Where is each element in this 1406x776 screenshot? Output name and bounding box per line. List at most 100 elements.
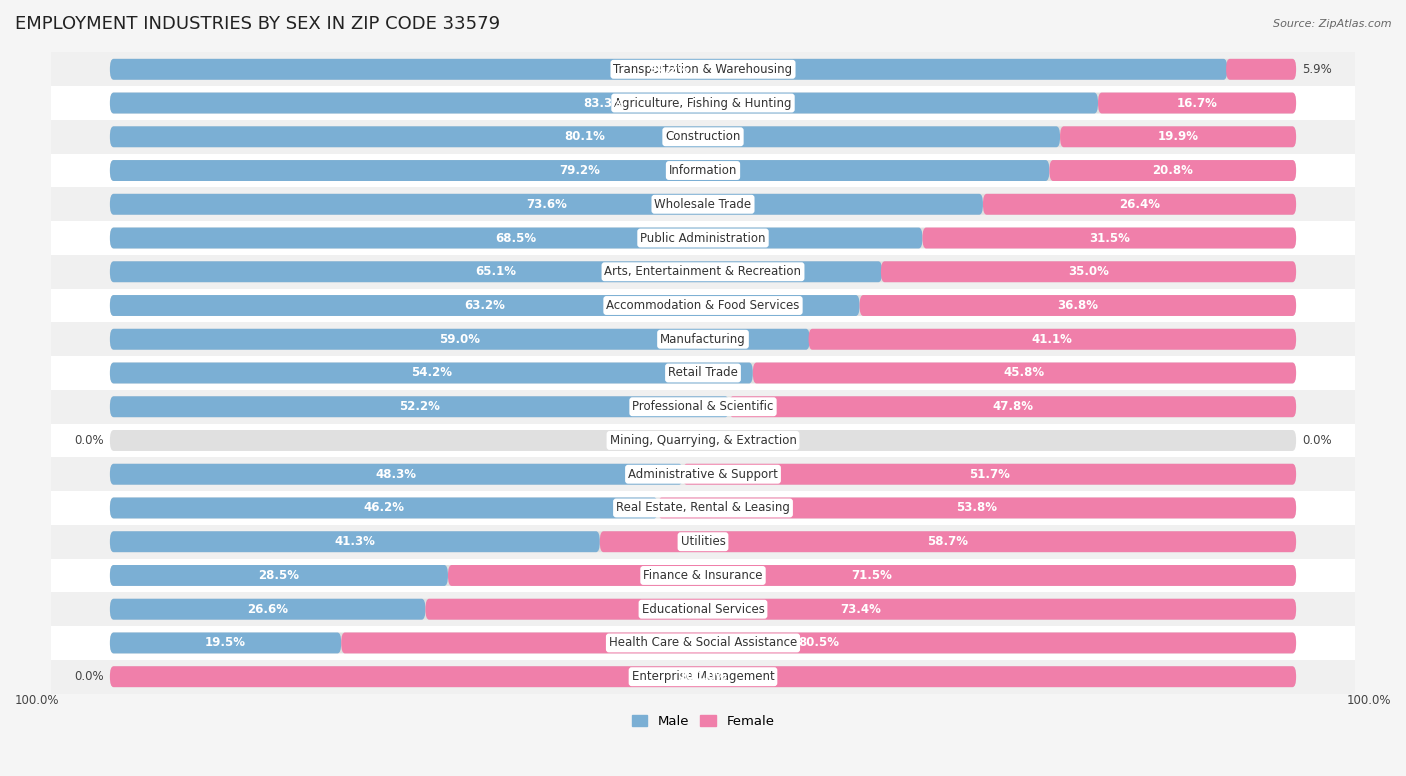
FancyBboxPatch shape — [110, 532, 600, 553]
FancyBboxPatch shape — [1226, 59, 1296, 80]
Text: Source: ZipAtlas.com: Source: ZipAtlas.com — [1274, 19, 1392, 29]
Bar — [51, 187, 1355, 221]
Text: 48.3%: 48.3% — [375, 468, 416, 480]
FancyBboxPatch shape — [110, 262, 882, 282]
FancyBboxPatch shape — [600, 532, 1296, 553]
FancyBboxPatch shape — [752, 362, 1296, 383]
FancyBboxPatch shape — [110, 329, 1296, 350]
Text: Accommodation & Food Services: Accommodation & Food Services — [606, 299, 800, 312]
Bar — [51, 457, 1355, 491]
Bar — [51, 154, 1355, 187]
Text: 54.2%: 54.2% — [411, 366, 451, 379]
Text: 46.2%: 46.2% — [363, 501, 405, 514]
Bar — [51, 660, 1355, 694]
FancyBboxPatch shape — [1098, 92, 1296, 113]
Text: Construction: Construction — [665, 130, 741, 144]
FancyBboxPatch shape — [110, 59, 1296, 80]
Text: 63.2%: 63.2% — [464, 299, 505, 312]
FancyBboxPatch shape — [110, 194, 983, 215]
FancyBboxPatch shape — [110, 92, 1296, 113]
Bar — [51, 86, 1355, 120]
Bar — [51, 424, 1355, 457]
Text: Administrative & Support: Administrative & Support — [628, 468, 778, 480]
FancyBboxPatch shape — [110, 92, 1098, 113]
Text: 5.9%: 5.9% — [1302, 63, 1331, 76]
FancyBboxPatch shape — [110, 599, 1296, 620]
Text: Mining, Quarrying, & Extraction: Mining, Quarrying, & Extraction — [610, 434, 796, 447]
Text: 0.0%: 0.0% — [75, 670, 104, 683]
Text: Information: Information — [669, 164, 737, 177]
FancyBboxPatch shape — [110, 532, 1296, 553]
FancyBboxPatch shape — [110, 397, 1296, 417]
Text: 53.8%: 53.8% — [956, 501, 997, 514]
FancyBboxPatch shape — [110, 262, 1296, 282]
Text: 68.5%: 68.5% — [495, 231, 537, 244]
Text: 26.4%: 26.4% — [1119, 198, 1160, 211]
Text: 59.0%: 59.0% — [439, 333, 481, 346]
FancyBboxPatch shape — [110, 667, 1296, 688]
Bar — [51, 390, 1355, 424]
Text: Real Estate, Rental & Leasing: Real Estate, Rental & Leasing — [616, 501, 790, 514]
FancyBboxPatch shape — [110, 160, 1296, 181]
Text: 100.0%: 100.0% — [679, 670, 727, 683]
FancyBboxPatch shape — [110, 599, 426, 620]
Bar — [51, 289, 1355, 322]
Text: 19.5%: 19.5% — [205, 636, 246, 650]
Bar — [51, 221, 1355, 255]
Text: 58.7%: 58.7% — [928, 535, 969, 548]
Text: 80.1%: 80.1% — [565, 130, 606, 144]
Text: Educational Services: Educational Services — [641, 603, 765, 615]
FancyBboxPatch shape — [1049, 160, 1296, 181]
Bar — [51, 491, 1355, 525]
Text: 26.6%: 26.6% — [247, 603, 288, 615]
FancyBboxPatch shape — [110, 295, 859, 316]
Text: 45.8%: 45.8% — [1004, 366, 1045, 379]
Text: Professional & Scientific: Professional & Scientific — [633, 400, 773, 414]
Text: Wholesale Trade: Wholesale Trade — [654, 198, 752, 211]
FancyBboxPatch shape — [110, 632, 1296, 653]
Text: 28.5%: 28.5% — [259, 569, 299, 582]
Text: Retail Trade: Retail Trade — [668, 366, 738, 379]
FancyBboxPatch shape — [110, 59, 1227, 80]
Text: 83.3%: 83.3% — [583, 96, 624, 109]
Text: Public Administration: Public Administration — [640, 231, 766, 244]
FancyBboxPatch shape — [110, 227, 922, 248]
Text: Enterprise Management: Enterprise Management — [631, 670, 775, 683]
FancyBboxPatch shape — [110, 126, 1060, 147]
FancyBboxPatch shape — [730, 397, 1296, 417]
FancyBboxPatch shape — [110, 397, 730, 417]
FancyBboxPatch shape — [110, 227, 1296, 248]
FancyBboxPatch shape — [110, 565, 449, 586]
FancyBboxPatch shape — [983, 194, 1296, 215]
Text: 80.5%: 80.5% — [799, 636, 839, 650]
Text: 20.8%: 20.8% — [1153, 164, 1194, 177]
Text: 0.0%: 0.0% — [75, 434, 104, 447]
FancyBboxPatch shape — [110, 565, 1296, 586]
Text: 51.7%: 51.7% — [969, 468, 1010, 480]
FancyBboxPatch shape — [882, 262, 1296, 282]
Text: 100.0%: 100.0% — [15, 695, 59, 708]
Text: 65.1%: 65.1% — [475, 265, 516, 279]
FancyBboxPatch shape — [110, 160, 1049, 181]
Text: 41.1%: 41.1% — [1032, 333, 1073, 346]
FancyBboxPatch shape — [110, 362, 752, 383]
Text: 41.3%: 41.3% — [335, 535, 375, 548]
FancyBboxPatch shape — [110, 497, 1296, 518]
FancyBboxPatch shape — [683, 464, 1296, 485]
FancyBboxPatch shape — [449, 565, 1296, 586]
FancyBboxPatch shape — [110, 464, 1296, 485]
FancyBboxPatch shape — [110, 667, 1296, 688]
FancyBboxPatch shape — [110, 464, 683, 485]
Text: 35.0%: 35.0% — [1069, 265, 1109, 279]
FancyBboxPatch shape — [859, 295, 1296, 316]
Bar — [51, 322, 1355, 356]
Text: Manufacturing: Manufacturing — [661, 333, 745, 346]
Bar — [51, 559, 1355, 592]
Text: 79.2%: 79.2% — [560, 164, 600, 177]
FancyBboxPatch shape — [110, 126, 1296, 147]
Text: 0.0%: 0.0% — [1302, 434, 1331, 447]
Text: Health Care & Social Assistance: Health Care & Social Assistance — [609, 636, 797, 650]
Text: 71.5%: 71.5% — [852, 569, 893, 582]
Text: 52.2%: 52.2% — [399, 400, 440, 414]
Bar — [51, 626, 1355, 660]
